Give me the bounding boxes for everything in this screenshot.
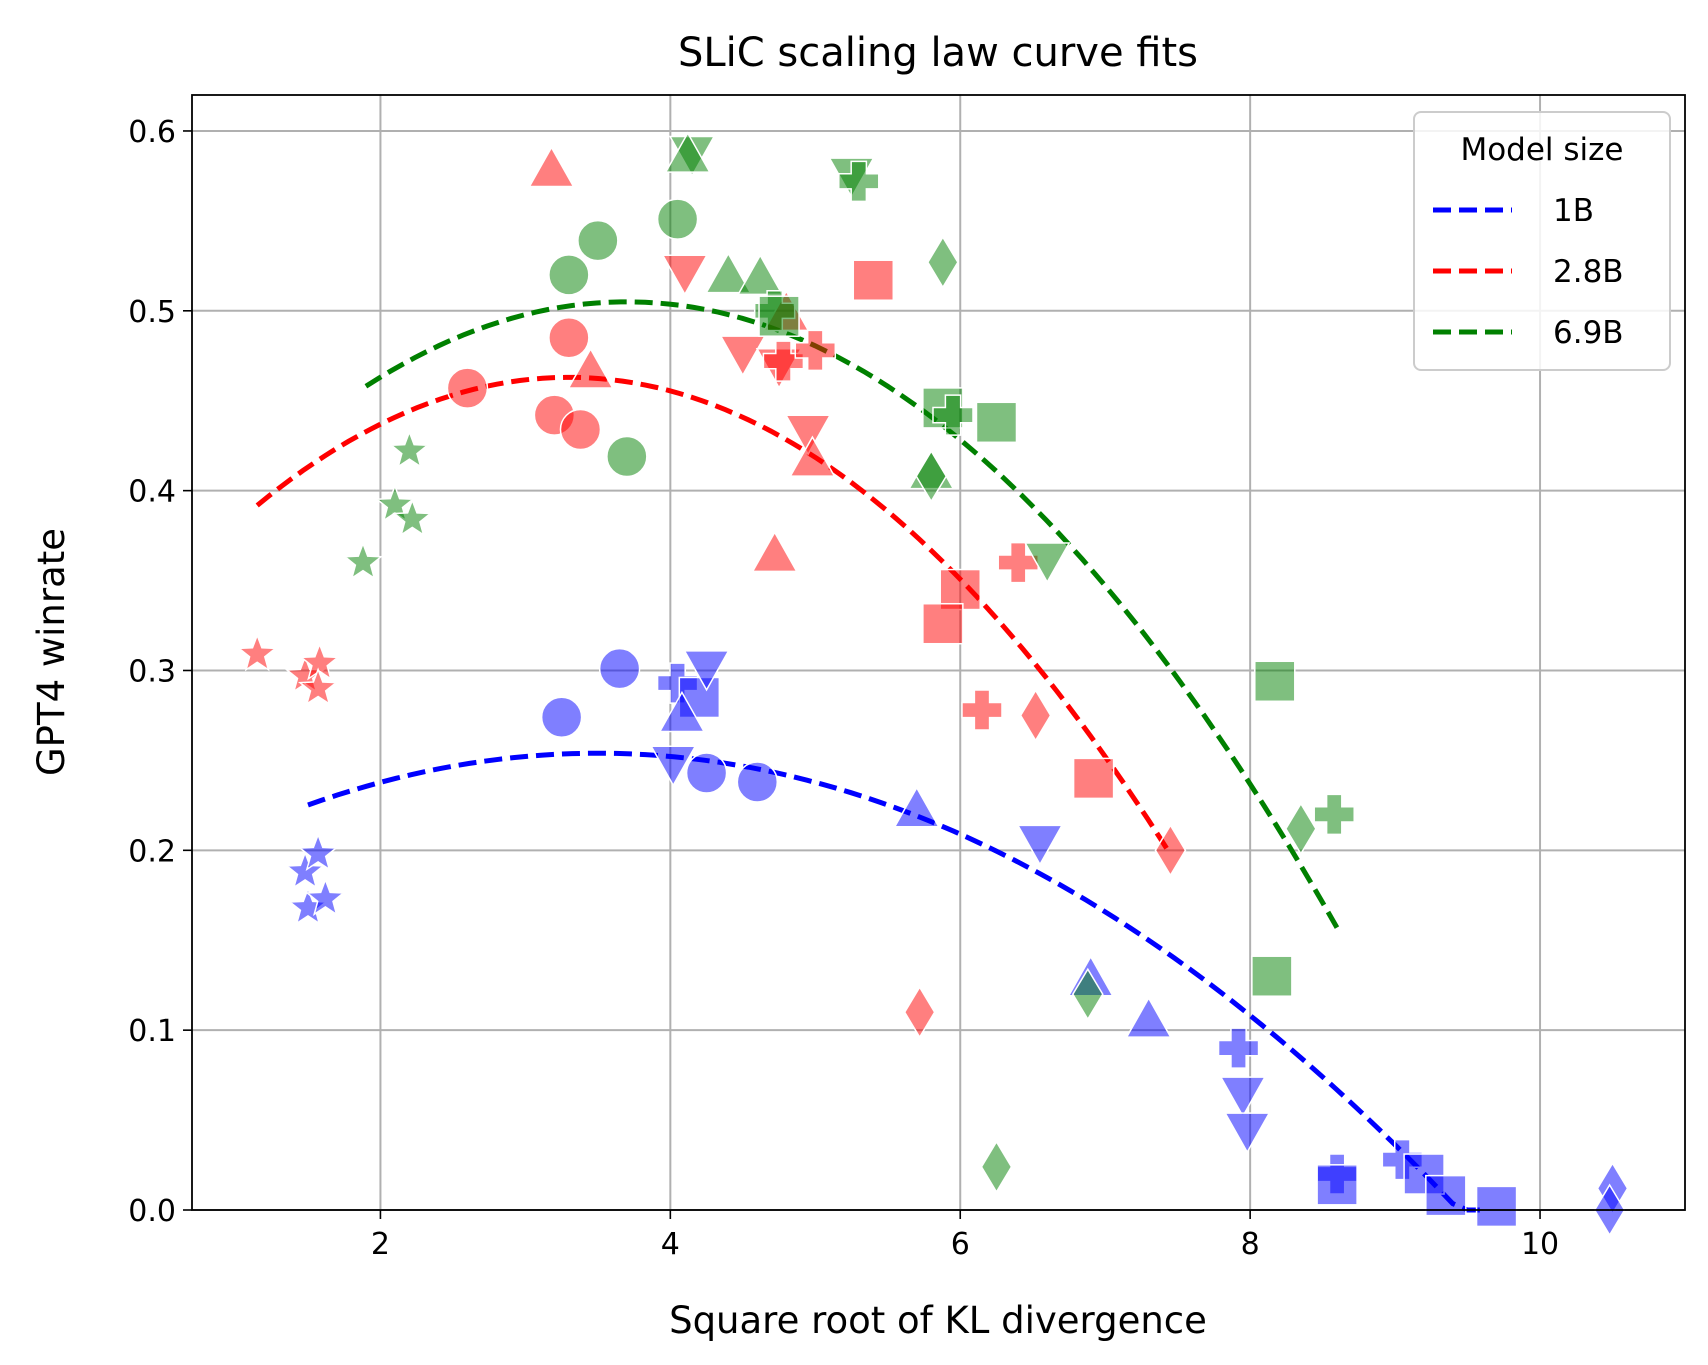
data-point-diamond [903,985,936,1039]
data-point-tri-down [1023,542,1071,584]
data-point-star [305,877,346,917]
data-point-tri-down [683,650,730,692]
data-point-plus [1313,793,1355,836]
data-point-tri-down [1016,824,1064,866]
data-point-diamond [926,235,959,289]
data-point-triangle [528,146,575,188]
data-point-tri-down [719,335,767,377]
data-point-star [299,642,340,681]
x-axis-label: Square root of KL divergence [669,1299,1207,1342]
data-point-triangle [751,530,798,573]
data-point-square [975,401,1018,444]
data-point-circle [656,198,699,240]
fit-curves [255,299,1483,1213]
y-tick-label: 0.6 [128,115,176,150]
data-point-plus [997,541,1039,584]
data-point-circle [736,761,779,803]
y-tick-label: 0.5 [128,295,176,330]
data-point-square [1251,955,1293,997]
data-point-star [297,667,339,706]
data-point-circle [606,435,648,478]
fit-curve-6-9b [364,299,1340,930]
data-point-square [1425,1174,1467,1217]
x-tick-label: 8 [1241,1227,1260,1262]
data-point-square [1072,757,1115,800]
data-point-tri-down [661,254,709,296]
legend: Model size 1B 2.8B 6.9B [1413,111,1671,371]
data-point-plus [762,340,805,382]
data-point-square [1316,1164,1358,1206]
data-point-triangle [567,347,614,389]
data-point-diamond [1154,823,1187,877]
y-tick-label: 0.0 [128,1194,176,1229]
data-point-circle [598,647,641,690]
y-axis-label: GPT4 winrate [30,528,73,776]
legend-label-6-9b: 6.9B [1553,315,1624,351]
data-point-diamond [1285,802,1317,856]
fit-curve-1b [307,750,1483,1213]
x-tick-label: 6 [951,1227,970,1262]
y-tick-label: 0.1 [128,1014,176,1049]
plot-frame [191,94,1686,1211]
data-point-star [237,633,278,672]
data-point-triangle [893,786,941,828]
data-point-circle [540,696,583,738]
x-tick-label: 2 [371,1227,390,1262]
data-point-tri-down [1219,1076,1267,1118]
data-point-triangle [1125,996,1172,1038]
data-point-square [922,602,964,645]
data-point-square [1254,660,1296,703]
data-point-diamond [980,1140,1013,1194]
data-point-diamond [915,449,948,503]
data-point-diamond [1019,688,1052,742]
legend-box [1413,111,1671,371]
y-tick-label: 0.3 [128,654,176,689]
y-tick-label: 0.2 [128,834,176,869]
legend-title: Model size [1460,132,1623,168]
data-point-diamond [1071,967,1104,1021]
data-point-triangle [705,252,752,294]
data-point-square [939,568,981,611]
data-point-square [1475,1185,1518,1228]
data-point-plus [961,689,1003,731]
data-point-triangle [658,690,706,733]
data-point-circle [685,752,728,794]
data-point-plus [838,160,880,203]
data-point-circle [548,254,590,296]
data-point-star [342,541,384,580]
data-point-circle [577,219,619,262]
data-point-star [284,850,326,890]
chart-title: SLiC scaling law curve fits [678,30,1198,76]
data-point-star [297,832,339,872]
data-point-square [852,259,895,301]
axis-ticks: 2 4 6 8 10 0.0 0.1 0.2 0.3 0.4 0.5 0.6 [128,115,1559,1262]
data-point-star [392,498,433,537]
data-point-plus [932,394,974,436]
data-point-triangle [664,131,712,173]
y-tick-label: 0.4 [128,475,176,510]
legend-label-1b: 1B [1553,193,1594,229]
data-point-tri-down [784,414,832,456]
data-point-circle [559,408,602,451]
data-point-triangle [789,435,836,477]
x-tick-label: 10 [1521,1227,1559,1262]
data-point-square [758,295,800,337]
data-point-plus [1217,1027,1260,1069]
data-point-plus [794,329,837,372]
data-points [237,131,1629,1237]
legend-label-2-8b: 2.8B [1553,254,1624,290]
data-point-star [389,429,430,469]
data-point-circle [446,367,489,409]
data-point-circle [548,317,590,359]
data-point-triangle [736,253,784,296]
data-point-tri-down [1223,1112,1271,1154]
data-point-tri-down [649,745,697,787]
x-tick-label: 4 [661,1227,680,1262]
